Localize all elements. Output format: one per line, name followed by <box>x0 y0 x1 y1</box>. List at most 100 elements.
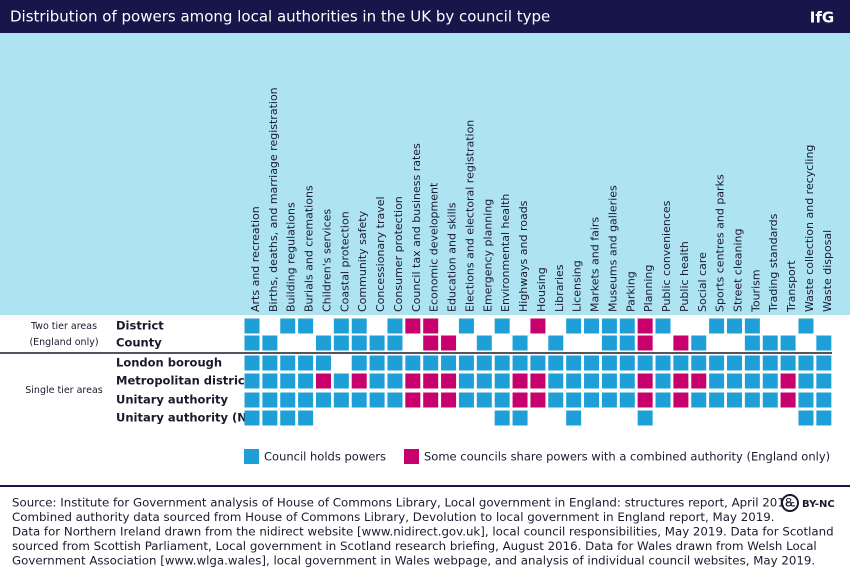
cell <box>441 335 457 351</box>
cell <box>798 392 814 408</box>
cell <box>655 392 671 408</box>
cell <box>298 392 314 408</box>
cc-icon-text: cc <box>785 500 795 509</box>
cell <box>566 355 582 371</box>
legend-swatch <box>404 449 419 464</box>
column-label: Parking <box>624 271 637 312</box>
cell <box>762 373 778 389</box>
cell <box>780 335 796 351</box>
cell <box>458 373 474 389</box>
cell <box>262 335 278 351</box>
cell <box>262 410 278 426</box>
column-label: Emergency planning <box>481 199 494 312</box>
row-label: Unitary authority (NI) <box>116 411 256 425</box>
column-label: Licensing <box>571 260 584 312</box>
cell <box>244 392 260 408</box>
cell <box>709 355 725 371</box>
cell <box>530 318 546 334</box>
cell <box>548 355 564 371</box>
cell <box>673 355 689 371</box>
cell <box>476 373 492 389</box>
cell <box>369 373 385 389</box>
column-label: Waste collection and recycling <box>803 145 816 312</box>
logo: IfG <box>810 9 834 27</box>
cell <box>458 318 474 334</box>
cell <box>601 318 617 334</box>
cell <box>369 392 385 408</box>
cell <box>280 410 296 426</box>
cell <box>441 355 457 371</box>
cell <box>655 355 671 371</box>
cell <box>315 392 331 408</box>
label-band <box>0 33 850 315</box>
cell <box>458 392 474 408</box>
cell <box>262 355 278 371</box>
source-line: Combined authority data sourced from Hou… <box>12 510 774 524</box>
cell <box>244 373 260 389</box>
row-label: Metropolitan district <box>116 374 251 388</box>
cell <box>530 373 546 389</box>
cell <box>744 355 760 371</box>
column-label: Environmental health <box>499 194 512 312</box>
cell <box>566 392 582 408</box>
cell <box>369 355 385 371</box>
cell <box>423 392 439 408</box>
cell <box>512 335 528 351</box>
column-label: Trading standards <box>767 213 780 313</box>
column-label: Markets and fairs <box>589 217 602 312</box>
cell <box>298 355 314 371</box>
cell <box>601 355 617 371</box>
cell <box>423 373 439 389</box>
cell <box>780 373 796 389</box>
cell <box>637 373 653 389</box>
cc-icon <box>781 494 799 512</box>
cell <box>798 355 814 371</box>
cell <box>476 355 492 371</box>
cell <box>655 318 671 334</box>
cell <box>637 410 653 426</box>
cell <box>744 373 760 389</box>
cell <box>423 335 439 351</box>
cell <box>762 392 778 408</box>
cell <box>441 392 457 408</box>
cell <box>691 373 707 389</box>
source-line: Source: Institute for Government analysi… <box>12 496 796 510</box>
cell <box>244 355 260 371</box>
cell <box>780 392 796 408</box>
cell <box>405 355 421 371</box>
cell <box>280 318 296 334</box>
cell <box>548 392 564 408</box>
legend-label: Council holds powers <box>264 450 386 464</box>
column-label: Public health <box>678 241 691 312</box>
cell <box>709 373 725 389</box>
source-line: Government Association [www.wlga.wales],… <box>12 554 815 567</box>
cell <box>816 355 832 371</box>
column-label: Museums and galleries <box>606 185 619 312</box>
cell <box>333 335 349 351</box>
cell <box>423 318 439 334</box>
cell <box>262 392 278 408</box>
cell <box>333 373 349 389</box>
column-label: Housing <box>535 267 548 312</box>
column-label: Street cleaning <box>731 228 744 312</box>
legend-label: Some councils share powers with a combin… <box>424 450 830 464</box>
cell <box>691 392 707 408</box>
cell <box>494 355 510 371</box>
cell <box>798 318 814 334</box>
cell <box>387 355 403 371</box>
cell <box>619 392 635 408</box>
cell <box>709 318 725 334</box>
cell <box>548 373 564 389</box>
column-label: Transport <box>785 260 798 313</box>
row-label: Unitary authority <box>116 393 229 407</box>
cell <box>405 373 421 389</box>
cell <box>405 392 421 408</box>
group-label: (England only) <box>29 337 98 348</box>
cell <box>726 373 742 389</box>
cell <box>333 318 349 334</box>
cell <box>548 335 564 351</box>
cell <box>619 355 635 371</box>
column-label: Children's services <box>320 209 333 312</box>
column-label: Economic development <box>428 182 441 312</box>
cell <box>244 318 260 334</box>
